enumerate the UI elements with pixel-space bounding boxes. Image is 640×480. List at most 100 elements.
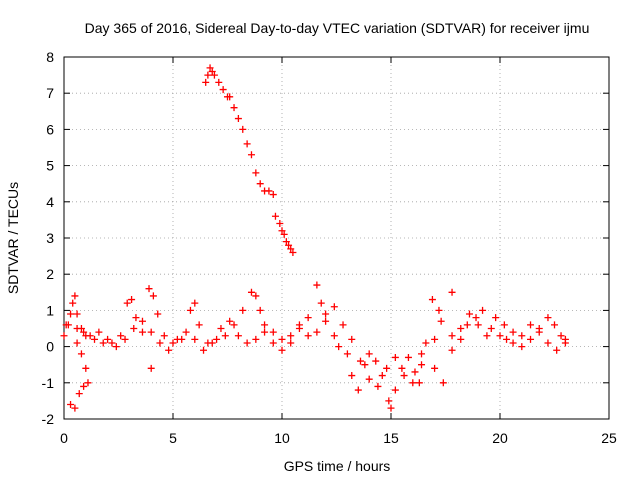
data-point <box>73 310 81 318</box>
data-point <box>84 379 92 387</box>
data-point <box>465 310 473 318</box>
data-point <box>234 115 242 123</box>
data-point <box>219 86 227 94</box>
x-tick-label: 20 <box>492 430 508 446</box>
series-4 <box>147 288 456 387</box>
data-point <box>295 321 303 329</box>
data-point <box>553 346 561 354</box>
data-point <box>354 386 362 394</box>
data-point <box>527 321 535 329</box>
data-point <box>82 364 90 372</box>
y-tick-label: 6 <box>46 121 54 137</box>
data-point <box>191 299 199 307</box>
data-point <box>86 332 94 340</box>
data-point <box>304 314 312 322</box>
data-point <box>77 350 85 358</box>
data-point <box>428 296 436 304</box>
data-point <box>431 335 439 343</box>
data-point <box>415 379 423 387</box>
data-point <box>204 71 212 79</box>
data-point <box>287 332 295 340</box>
data-point <box>269 191 277 199</box>
data-point <box>243 339 251 347</box>
data-point <box>509 328 517 336</box>
data-point <box>330 303 338 311</box>
data-point <box>173 335 181 343</box>
data-point <box>391 386 399 394</box>
data-point <box>221 332 229 340</box>
data-point <box>322 317 330 325</box>
y-tick-label: -1 <box>42 375 55 391</box>
data-point <box>234 332 242 340</box>
data-point <box>343 350 351 358</box>
data-point <box>202 78 210 86</box>
data-point <box>195 321 203 329</box>
data-point <box>330 332 338 340</box>
data-point <box>165 346 173 354</box>
data-point <box>411 368 419 376</box>
y-tick-label: 3 <box>46 230 54 246</box>
data-point <box>208 339 216 347</box>
series-1 <box>62 303 569 390</box>
data-point <box>518 343 526 351</box>
data-point <box>361 361 369 369</box>
x-tick-label: 0 <box>60 430 68 446</box>
data-point <box>404 353 412 361</box>
data-point <box>304 332 312 340</box>
data-point <box>391 353 399 361</box>
data-point <box>535 328 543 336</box>
data-point <box>206 64 214 72</box>
data-point <box>335 343 343 351</box>
data-point <box>213 335 221 343</box>
data-point <box>409 379 417 387</box>
data-point <box>67 310 75 318</box>
data-point <box>374 382 382 390</box>
data-point <box>474 321 482 329</box>
data-point <box>256 180 264 188</box>
grid-layer <box>64 57 609 419</box>
data-point <box>69 299 77 307</box>
data-point <box>551 321 558 329</box>
data-point <box>496 332 504 340</box>
data-point <box>322 310 330 318</box>
y-tick-label: 4 <box>46 194 54 210</box>
data-point <box>492 314 500 322</box>
data-point <box>145 285 153 293</box>
data-point <box>285 241 293 249</box>
data-point <box>121 335 129 343</box>
data-point <box>169 339 177 347</box>
data-point <box>186 306 194 314</box>
data-point <box>112 343 120 351</box>
data-point <box>80 328 88 336</box>
data-point <box>80 382 88 390</box>
data-point <box>278 227 286 235</box>
data-point <box>278 335 286 343</box>
data-point <box>154 310 162 318</box>
data-point <box>226 93 234 101</box>
data-point <box>269 339 277 347</box>
data-point <box>200 346 208 354</box>
data-point <box>527 335 535 343</box>
data-point <box>247 288 255 296</box>
data-point <box>217 325 225 332</box>
data-point <box>365 350 373 358</box>
data-point <box>287 245 295 253</box>
series-3 <box>202 64 297 256</box>
data-point <box>191 335 199 343</box>
data-point <box>448 332 456 340</box>
series-2 <box>67 339 92 412</box>
data-point <box>317 299 325 307</box>
data-point <box>557 332 565 340</box>
data-point <box>138 317 146 325</box>
data-point <box>252 169 260 177</box>
data-point <box>372 357 380 365</box>
y-tick-label: -2 <box>42 411 55 427</box>
data-point <box>479 306 487 314</box>
data-point <box>239 306 247 314</box>
data-point <box>313 281 321 289</box>
y-tick-label: 7 <box>46 85 54 101</box>
data-point <box>387 404 395 412</box>
data-point <box>147 328 155 336</box>
data-point <box>398 364 406 372</box>
